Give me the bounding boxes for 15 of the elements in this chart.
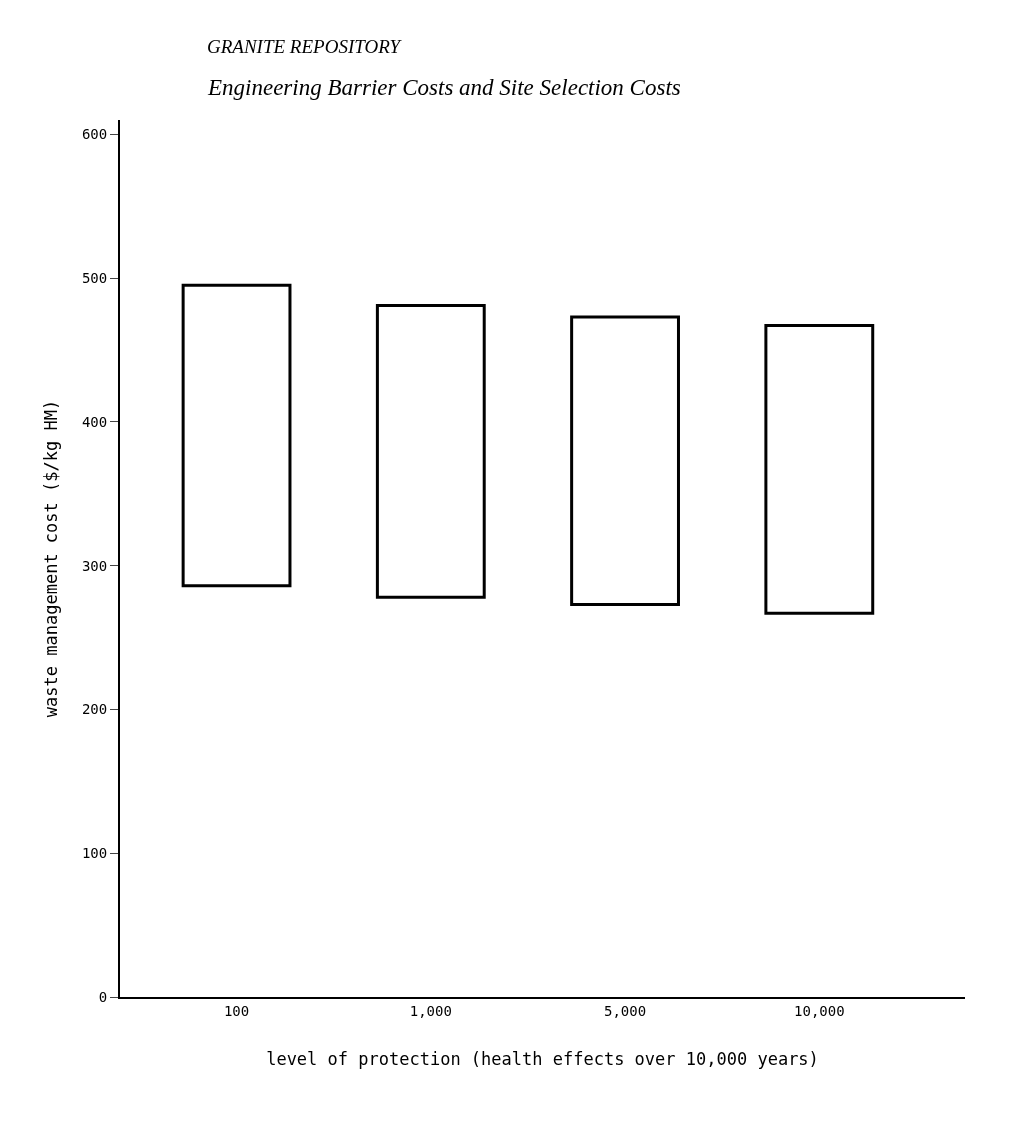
y-tick-label: 200 <box>81 701 108 718</box>
chart-title: GRANITE REPOSITORY <box>207 36 403 57</box>
x-tick-label: 5,000 <box>603 1002 647 1019</box>
x-tick-label: 10,000 <box>794 1002 845 1019</box>
x-tick-label: 100 <box>223 1002 250 1019</box>
x-tick-label: 1,000 <box>409 1002 452 1019</box>
y-axis-title: waste management cost ($/kg HM) <box>40 399 61 718</box>
y-tick-label: 400 <box>81 413 108 430</box>
y-tick-label: 0 <box>98 988 108 1005</box>
y-tick-label: 600 <box>81 126 108 143</box>
x-axis-title: level of protection (health effects over 10,000 years) <box>266 1048 819 1069</box>
chart-subtitle: Engineering Barrier Costs and Site Selection Costs <box>207 75 681 100</box>
y-tick-label: 100 <box>81 845 108 862</box>
y-tick-label: 500 <box>81 270 108 287</box>
y-tick-label: 300 <box>81 557 108 574</box>
